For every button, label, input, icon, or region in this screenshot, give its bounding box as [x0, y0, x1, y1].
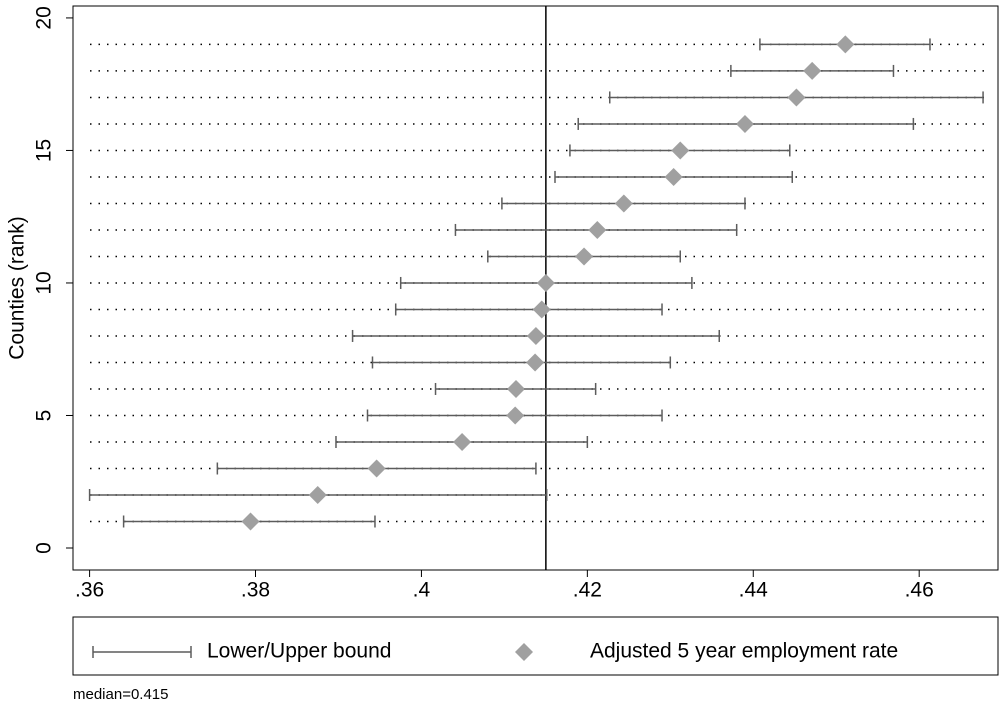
x-tick-label: .38: [241, 579, 270, 602]
estimate-marker: [367, 459, 386, 478]
note: median=0.415: [73, 686, 169, 703]
estimate-marker: [532, 300, 551, 319]
y-tick-label: 15: [33, 139, 56, 162]
y-tick-label: 5: [33, 410, 56, 422]
estimate-marker: [507, 379, 526, 398]
x-tick-label: .4: [413, 579, 431, 602]
estimate-marker: [536, 273, 555, 292]
legend-label: Adjusted 5 year employment rate: [590, 640, 898, 663]
estimate-marker: [836, 35, 855, 54]
legend-symbol: [515, 643, 533, 661]
x-tick-label: .46: [905, 579, 934, 602]
estimate-marker: [308, 485, 327, 504]
estimate-marker: [664, 167, 683, 186]
x-tick-label: .42: [573, 579, 602, 602]
estimate-marker: [241, 512, 260, 531]
estimate-marker: [787, 88, 806, 107]
estimate-marker: [614, 194, 633, 213]
plot-frame: [72, 5, 999, 571]
estimate-marker: [526, 353, 545, 372]
x-tick-label: .36: [75, 579, 104, 602]
estimate-marker: [453, 432, 472, 451]
estimate-marker: [575, 247, 594, 266]
estimate-marker: [735, 114, 754, 133]
y-tick-label: 10: [33, 271, 56, 294]
legend-box: [72, 616, 999, 676]
estimate-marker: [803, 61, 822, 80]
estimate-marker: [588, 220, 607, 239]
estimate-marker: [671, 141, 690, 160]
estimate-marker: [526, 326, 545, 345]
y-axis-label: Counties (rank): [6, 216, 29, 360]
legend-label: Lower/Upper bound: [207, 640, 391, 663]
x-tick-label: .44: [739, 579, 769, 602]
y-tick-label: 20: [33, 6, 56, 29]
y-tick-label: 0: [33, 542, 56, 554]
estimate-marker: [506, 406, 525, 425]
